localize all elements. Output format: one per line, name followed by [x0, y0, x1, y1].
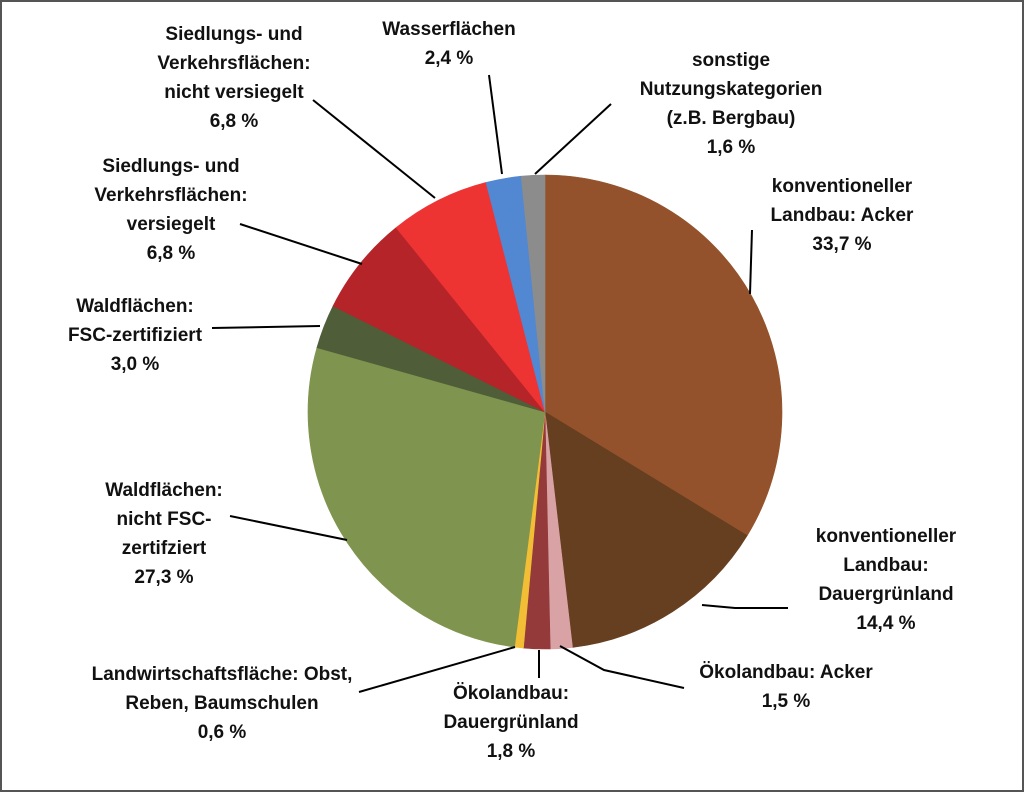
- slice-label-line: Dauergrünland: [818, 584, 953, 605]
- slice-label-10: Wasserflächen 2,4 %: [382, 19, 515, 69]
- slice-label-11: sonstige Nutzungskategorien (z.B. Bergbau)…: [640, 50, 823, 158]
- slice-label-line: Reben, Baumschulen: [125, 693, 318, 714]
- slice-label-line: Ökolandbau:: [453, 683, 569, 704]
- slice-label-line: Waldflächen:: [105, 480, 223, 501]
- slice-label-line: zertifziert: [122, 538, 207, 559]
- slice-label-line: 1,6 %: [707, 137, 756, 158]
- slice-label-line: sonstige: [692, 50, 770, 71]
- leader-line-1: [749, 229, 753, 295]
- slice-label-8: Siedlungs- und Verkehrsflächen: versiegelt…: [94, 156, 247, 264]
- slice-label-line: Landbau: Acker: [771, 205, 914, 226]
- slice-label-4: Ökolandbau: Dauergrünland 1,8 %: [443, 683, 578, 762]
- slice-label-line: 1,5 %: [762, 691, 811, 712]
- slice-label-7: Waldflächen: FSC-zertifiziert 3,0 %: [68, 296, 203, 375]
- slice-label-line: 2,4 %: [425, 48, 474, 69]
- leader-lines: [211, 74, 788, 693]
- leader-line-8: [239, 223, 363, 265]
- slice-label-line: Wasserflächen: [382, 19, 515, 40]
- slice-label-line: 33,7 %: [812, 234, 871, 255]
- slice-label-line: 6,8 %: [147, 243, 196, 264]
- slice-label-line: Siedlungs- und: [102, 156, 239, 177]
- slice-label-line: (z.B. Bergbau): [667, 108, 796, 129]
- slice-label-line: 0,6 %: [198, 722, 247, 743]
- slice-label-line: versiegelt: [127, 214, 216, 235]
- slice-label-line: Nutzungskategorien: [640, 79, 823, 100]
- pie-slice-2: [544, 411, 748, 648]
- pie-slices: [307, 174, 783, 650]
- slice-label-line: Landbau:: [843, 555, 929, 576]
- slice-label-line: Verkehrsflächen:: [94, 185, 247, 206]
- slice-label-line: Dauergrünland: [443, 712, 578, 733]
- slice-label-line: Ökolandbau: Acker: [699, 662, 873, 683]
- slice-label-2: konventioneller Landbau: Dauergrünland 14,4…: [816, 526, 957, 634]
- slice-label-line: Waldflächen:: [76, 296, 194, 317]
- slice-label-line: nicht versiegelt: [164, 82, 304, 103]
- slice-label-line: 6,8 %: [210, 111, 259, 132]
- slice-label-line: 27,3 %: [134, 567, 193, 588]
- slice-label-1: konventioneller Landbau: Acker 33,7 %: [771, 176, 914, 255]
- slice-label-line: Siedlungs- und: [165, 24, 302, 45]
- pie-slice-1: [544, 174, 783, 537]
- slice-label-5: Landwirtschaftsfläche: Obst, Reben, Baums…: [92, 664, 353, 743]
- leader-line-7: [211, 325, 321, 329]
- leader-line-10: [488, 74, 503, 175]
- slice-label-line: FSC-zertifiziert: [68, 325, 203, 346]
- slice-label-line: 3,0 %: [111, 354, 160, 375]
- slice-labels: konventioneller Landbau: Acker 33,7 %konve…: [68, 19, 957, 762]
- slice-label-line: 1,8 %: [487, 741, 536, 762]
- slice-label-line: nicht FSC-: [117, 509, 212, 530]
- pie-slice-11: [520, 174, 546, 413]
- slice-label-line: konventioneller: [816, 526, 957, 547]
- slice-label-9: Siedlungs- und Verkehrsflächen: nicht vers…: [157, 24, 310, 132]
- slice-label-line: 14,4 %: [856, 613, 915, 634]
- leader-line-2: [701, 604, 788, 609]
- leader-line-11: [534, 103, 612, 175]
- slice-label-line: konventioneller: [772, 176, 913, 197]
- slice-label-line: Landwirtschaftsfläche: Obst,: [92, 664, 353, 685]
- slice-label-6: Waldflächen: nicht FSC-zertifziert 27,3 %: [105, 480, 223, 588]
- pie-slice-6: [307, 347, 546, 648]
- leader-line-6: [229, 515, 348, 541]
- leader-line-5: [358, 646, 516, 693]
- leader-line-9: [312, 99, 436, 199]
- slice-label-line: Verkehrsflächen:: [157, 53, 310, 74]
- slice-label-3: Ökolandbau: Acker 1,5 %: [699, 662, 873, 712]
- leader-line-3: [559, 645, 685, 689]
